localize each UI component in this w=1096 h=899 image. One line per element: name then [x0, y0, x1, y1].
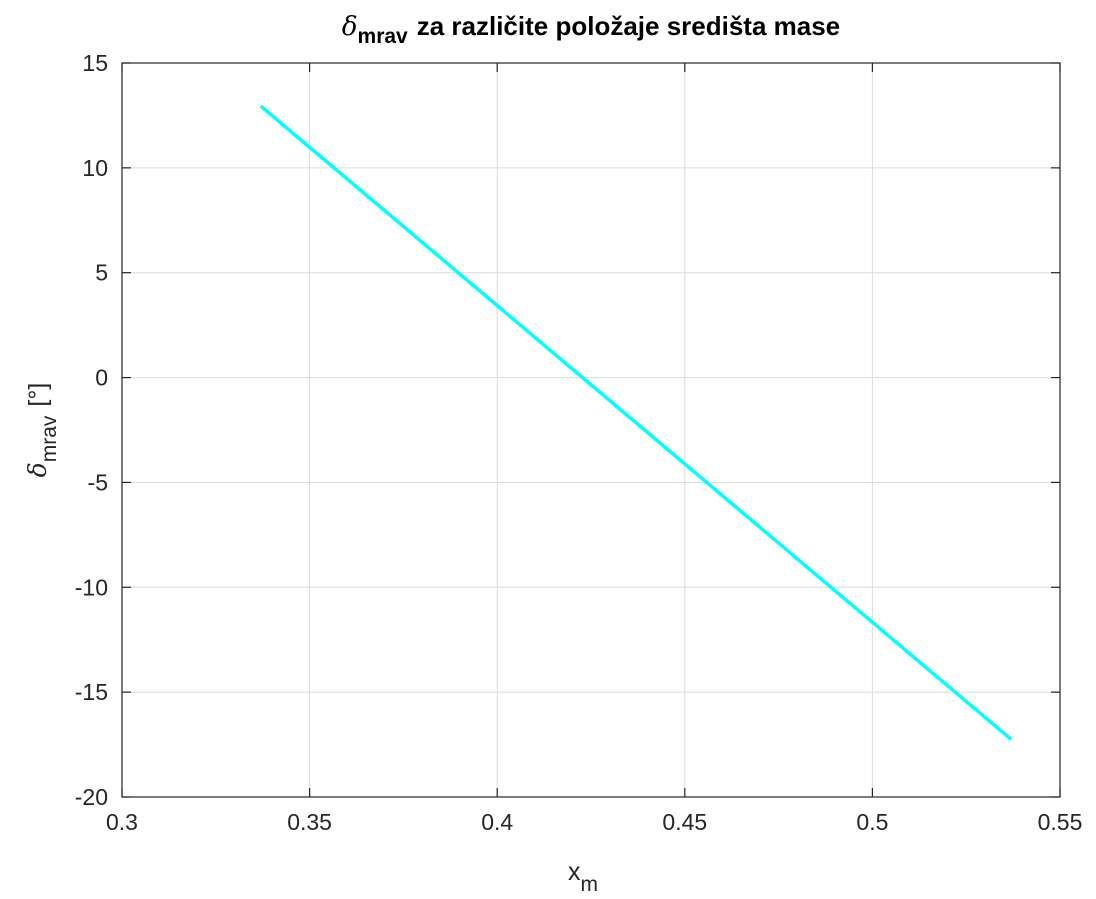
- chart-title: δmrav za različite položaje središta mase: [342, 11, 840, 48]
- x-tick-label: 0.45: [662, 809, 707, 835]
- x-tick-label: 0.5: [856, 809, 888, 835]
- x-tick-labels: 0.3 0.35 0.4 0.45 0.5 0.55: [106, 809, 1082, 835]
- y-tick-label: 10: [82, 155, 108, 181]
- x-tick-label: 0.35: [287, 809, 332, 835]
- plot-area: [122, 63, 1060, 797]
- series-line: [259, 104, 1013, 741]
- y-tick-label: -15: [75, 679, 108, 705]
- series-layer: [259, 104, 1013, 741]
- y-axis-label: δmrav[°]: [23, 383, 61, 478]
- y-tick-label: 5: [95, 260, 108, 286]
- y-tick-label: 0: [95, 365, 108, 391]
- y-tick-label: -10: [75, 574, 108, 600]
- x-tick-label: 0.55: [1038, 809, 1083, 835]
- y-tick-labels: -20 -15 -10 -5 0 5 10 15: [75, 50, 108, 810]
- ticks: [121, 62, 1061, 798]
- x-axis-label: xm: [568, 858, 598, 896]
- y-tick-label: -5: [88, 469, 108, 495]
- y-tick-label: -20: [75, 784, 108, 810]
- x-tick-label: 0.4: [481, 809, 513, 835]
- axes-box: [121, 62, 1061, 798]
- y-tick-label: 15: [82, 50, 108, 76]
- x-tick-label: 0.3: [106, 809, 138, 835]
